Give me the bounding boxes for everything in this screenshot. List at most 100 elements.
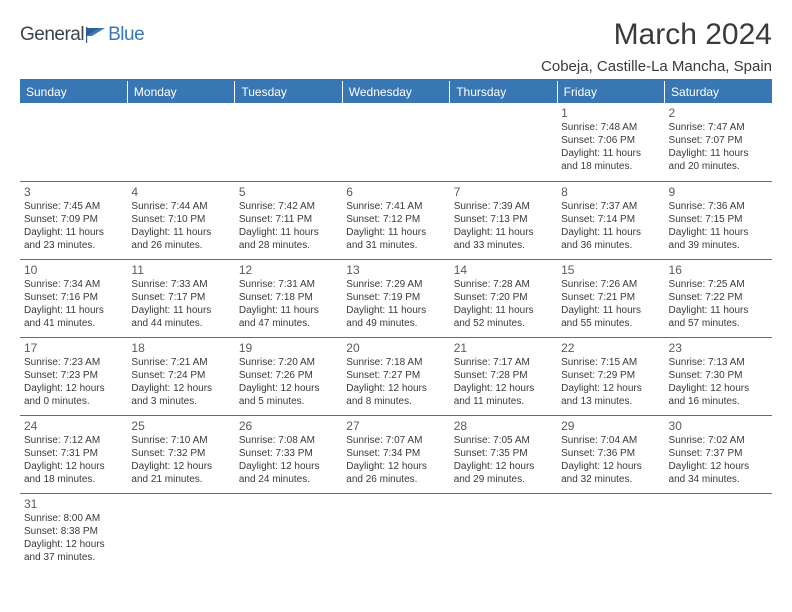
day-daylight1: Daylight: 11 hours: [669, 226, 768, 239]
day-sunset: Sunset: 7:09 PM: [24, 213, 123, 226]
day-sunset: Sunset: 7:35 PM: [454, 447, 553, 460]
calendar-day-cell: 23Sunrise: 7:13 AMSunset: 7:30 PMDayligh…: [665, 337, 772, 415]
day-number: 25: [131, 419, 230, 433]
day-sunset: Sunset: 7:12 PM: [346, 213, 445, 226]
day-number: 18: [131, 341, 230, 355]
calendar-day-cell: 10Sunrise: 7:34 AMSunset: 7:16 PMDayligh…: [20, 259, 127, 337]
day-sunset: Sunset: 7:22 PM: [669, 291, 768, 304]
calendar-week-row: 17Sunrise: 7:23 AMSunset: 7:23 PMDayligh…: [20, 337, 772, 415]
day-daylight2: and 18 minutes.: [24, 473, 123, 486]
day-daylight1: Daylight: 11 hours: [669, 304, 768, 317]
day-sunrise: Sunrise: 7:41 AM: [346, 200, 445, 213]
month-title: March 2024: [541, 18, 772, 52]
day-daylight1: Daylight: 11 hours: [454, 304, 553, 317]
calendar-day-cell: 29Sunrise: 7:04 AMSunset: 7:36 PMDayligh…: [557, 415, 664, 493]
day-daylight2: and 52 minutes.: [454, 317, 553, 330]
day-sunrise: Sunrise: 7:23 AM: [24, 356, 123, 369]
day-daylight1: Daylight: 11 hours: [131, 304, 230, 317]
day-sunrise: Sunrise: 7:25 AM: [669, 278, 768, 291]
calendar-day-cell: 15Sunrise: 7:26 AMSunset: 7:21 PMDayligh…: [557, 259, 664, 337]
day-sunrise: Sunrise: 7:04 AM: [561, 434, 660, 447]
day-sunrise: Sunrise: 7:47 AM: [669, 121, 768, 134]
day-sunset: Sunset: 8:38 PM: [24, 525, 123, 538]
day-daylight2: and 55 minutes.: [561, 317, 660, 330]
header: General Blue March 2024 Cobeja, Castille…: [20, 18, 772, 75]
day-number: 11: [131, 263, 230, 277]
day-sunrise: Sunrise: 7:36 AM: [669, 200, 768, 213]
day-sunrise: Sunrise: 7:15 AM: [561, 356, 660, 369]
day-daylight2: and 13 minutes.: [561, 395, 660, 408]
day-sunset: Sunset: 7:34 PM: [346, 447, 445, 460]
calendar-week-row: 3Sunrise: 7:45 AMSunset: 7:09 PMDaylight…: [20, 181, 772, 259]
day-number: 31: [24, 497, 123, 511]
day-sunset: Sunset: 7:07 PM: [669, 134, 768, 147]
day-daylight1: Daylight: 11 hours: [239, 226, 338, 239]
day-daylight1: Daylight: 12 hours: [24, 382, 123, 395]
day-sunrise: Sunrise: 7:26 AM: [561, 278, 660, 291]
calendar-day-cell: 11Sunrise: 7:33 AMSunset: 7:17 PMDayligh…: [127, 259, 234, 337]
day-daylight2: and 47 minutes.: [239, 317, 338, 330]
day-daylight1: Daylight: 12 hours: [561, 460, 660, 473]
day-sunset: Sunset: 7:30 PM: [669, 369, 768, 382]
day-daylight1: Daylight: 11 hours: [561, 304, 660, 317]
calendar-day-cell: 21Sunrise: 7:17 AMSunset: 7:28 PMDayligh…: [450, 337, 557, 415]
day-number: 14: [454, 263, 553, 277]
title-block: March 2024 Cobeja, Castille-La Mancha, S…: [541, 18, 772, 75]
day-sunrise: Sunrise: 7:37 AM: [561, 200, 660, 213]
day-daylight2: and 49 minutes.: [346, 317, 445, 330]
calendar-day-cell: 12Sunrise: 7:31 AMSunset: 7:18 PMDayligh…: [235, 259, 342, 337]
day-daylight1: Daylight: 12 hours: [454, 382, 553, 395]
day-sunset: Sunset: 7:14 PM: [561, 213, 660, 226]
calendar-day-cell: 16Sunrise: 7:25 AMSunset: 7:22 PMDayligh…: [665, 259, 772, 337]
calendar-day-cell: [342, 103, 449, 181]
day-daylight2: and 36 minutes.: [561, 239, 660, 252]
day-daylight2: and 33 minutes.: [454, 239, 553, 252]
calendar-day-cell: 8Sunrise: 7:37 AMSunset: 7:14 PMDaylight…: [557, 181, 664, 259]
day-daylight2: and 26 minutes.: [131, 239, 230, 252]
day-sunrise: Sunrise: 7:02 AM: [669, 434, 768, 447]
calendar-day-cell: [235, 103, 342, 181]
day-daylight1: Daylight: 12 hours: [561, 382, 660, 395]
calendar-header-row: SundayMondayTuesdayWednesdayThursdayFrid…: [20, 81, 772, 103]
day-sunset: Sunset: 7:26 PM: [239, 369, 338, 382]
weekday-header: Wednesday: [342, 81, 449, 103]
weekday-header: Sunday: [20, 81, 127, 103]
day-sunset: Sunset: 7:28 PM: [454, 369, 553, 382]
day-daylight2: and 0 minutes.: [24, 395, 123, 408]
day-daylight2: and 31 minutes.: [346, 239, 445, 252]
day-sunrise: Sunrise: 7:10 AM: [131, 434, 230, 447]
day-daylight2: and 21 minutes.: [131, 473, 230, 486]
calendar-day-cell: 17Sunrise: 7:23 AMSunset: 7:23 PMDayligh…: [20, 337, 127, 415]
calendar-day-cell: 18Sunrise: 7:21 AMSunset: 7:24 PMDayligh…: [127, 337, 234, 415]
calendar-table: SundayMondayTuesdayWednesdayThursdayFrid…: [20, 81, 772, 571]
day-sunrise: Sunrise: 7:07 AM: [346, 434, 445, 447]
day-daylight2: and 44 minutes.: [131, 317, 230, 330]
day-number: 27: [346, 419, 445, 433]
day-sunrise: Sunrise: 7:13 AM: [669, 356, 768, 369]
day-number: 26: [239, 419, 338, 433]
day-daylight2: and 34 minutes.: [669, 473, 768, 486]
day-daylight2: and 26 minutes.: [346, 473, 445, 486]
day-sunrise: Sunrise: 7:20 AM: [239, 356, 338, 369]
weekday-header: Saturday: [665, 81, 772, 103]
calendar-day-cell: 24Sunrise: 7:12 AMSunset: 7:31 PMDayligh…: [20, 415, 127, 493]
day-sunrise: Sunrise: 7:05 AM: [454, 434, 553, 447]
day-sunrise: Sunrise: 7:17 AM: [454, 356, 553, 369]
calendar-day-cell: 30Sunrise: 7:02 AMSunset: 7:37 PMDayligh…: [665, 415, 772, 493]
calendar-day-cell: 3Sunrise: 7:45 AMSunset: 7:09 PMDaylight…: [20, 181, 127, 259]
day-sunset: Sunset: 7:17 PM: [131, 291, 230, 304]
day-daylight2: and 18 minutes.: [561, 160, 660, 173]
day-daylight2: and 23 minutes.: [24, 239, 123, 252]
logo-flag-icon: [86, 27, 106, 43]
day-daylight1: Daylight: 12 hours: [669, 382, 768, 395]
day-number: 29: [561, 419, 660, 433]
calendar-day-cell: 19Sunrise: 7:20 AMSunset: 7:26 PMDayligh…: [235, 337, 342, 415]
calendar-day-cell: [450, 493, 557, 571]
day-number: 4: [131, 185, 230, 199]
calendar-week-row: 1Sunrise: 7:48 AMSunset: 7:06 PMDaylight…: [20, 103, 772, 181]
day-daylight1: Daylight: 11 hours: [131, 226, 230, 239]
day-daylight1: Daylight: 11 hours: [24, 304, 123, 317]
calendar-week-row: 31Sunrise: 8:00 AMSunset: 8:38 PMDayligh…: [20, 493, 772, 571]
day-sunset: Sunset: 7:16 PM: [24, 291, 123, 304]
calendar-body: 1Sunrise: 7:48 AMSunset: 7:06 PMDaylight…: [20, 103, 772, 571]
